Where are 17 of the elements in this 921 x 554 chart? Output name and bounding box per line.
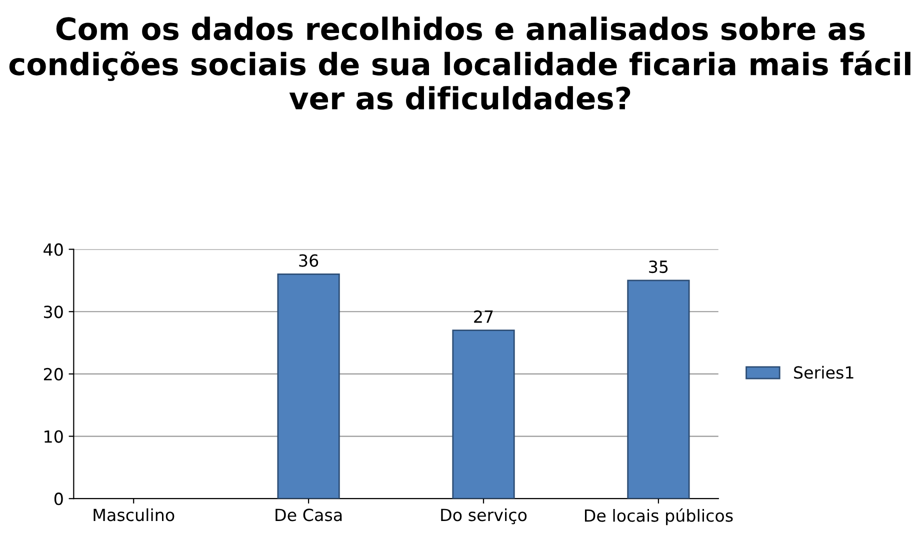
- y-tick-label: 0: [54, 492, 63, 506]
- bar: [452, 330, 515, 499]
- chart-title: Com os dados recolhidos e analisados sobre as condições sociais de sua localidade ficaria mais fácil ver as dificuldades?: [9, 16, 910, 110]
- x-tick-label: De Casa: [276, 508, 342, 522]
- data-label: 36: [299, 254, 318, 267]
- y-tick-label: 30: [44, 306, 63, 318]
- x-tick-label: Masculino: [94, 508, 174, 522]
- y-tick-label: 20: [44, 368, 63, 381]
- y-tick-label: 40: [44, 243, 63, 256]
- legend-label: Series1: [794, 366, 854, 379]
- x-tick-label: De locais públicos: [584, 508, 733, 526]
- data-label: 35: [649, 260, 668, 274]
- y-tick-label: 10: [44, 430, 63, 443]
- bar: [627, 280, 690, 499]
- bar: [277, 274, 340, 499]
- x-tick-label: Do serviço: [441, 508, 527, 524]
- data-label: 27: [474, 310, 493, 323]
